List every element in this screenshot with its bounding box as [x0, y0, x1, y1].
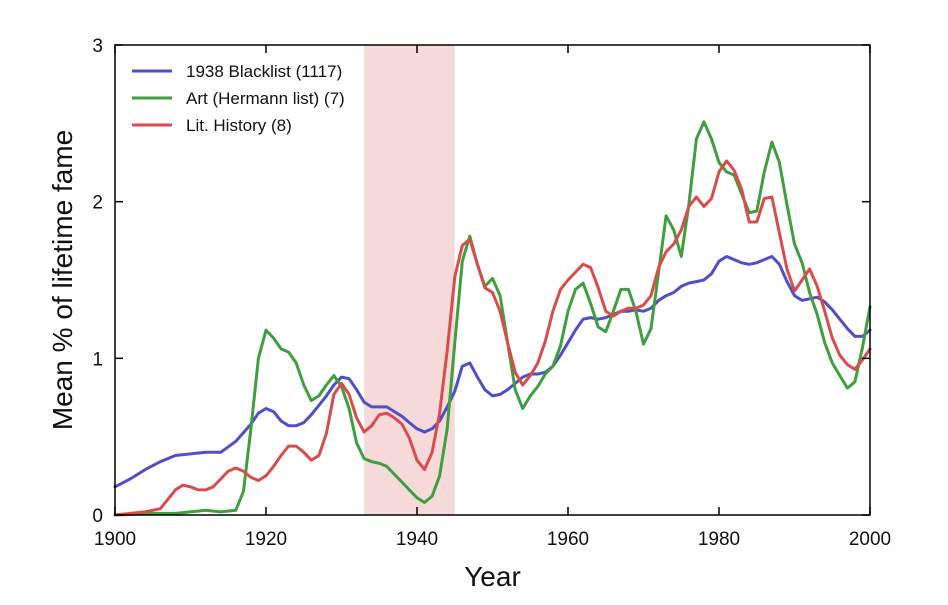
x-tick-label: 1960	[547, 529, 589, 550]
plot-frame	[114, 44, 871, 516]
legend-label-3: Lit. History (8)	[186, 116, 292, 135]
legend-label-2: Art (Hermann list) (7)	[186, 89, 345, 108]
tick-layer: 1900 1920 1940 1960 1980 2000 0 1 2 3	[92, 36, 891, 550]
x-tick-label: 1980	[698, 529, 740, 550]
y-tick-label: 1	[92, 349, 103, 370]
x-axis-title: Year	[464, 561, 521, 592]
series-layer	[113, 120, 872, 517]
legend: 1938 Blacklist (1117) Art (Hermann list) …	[132, 62, 345, 135]
x-tick-label: 1900	[94, 529, 136, 550]
x-tick-label: 1940	[396, 529, 438, 550]
y-tick-label: 0	[92, 506, 103, 527]
y-axis-title: Mean % of lifetime fame	[47, 130, 78, 430]
series-line-2	[113, 120, 872, 517]
series-line-3	[113, 159, 872, 517]
series-line-1	[113, 255, 872, 489]
y-tick-label: 2	[92, 193, 103, 214]
x-tick-label: 1920	[245, 529, 287, 550]
x-tick-label: 2000	[849, 529, 891, 550]
shaded-period	[364, 45, 455, 515]
legend-label-1: 1938 Blacklist (1117)	[186, 62, 342, 81]
shaded-period-layer	[364, 45, 455, 515]
y-tick-label: 3	[92, 36, 103, 57]
